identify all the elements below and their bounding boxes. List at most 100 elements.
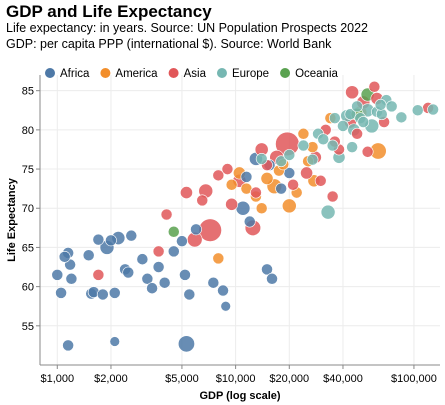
legend-swatch-africa [45, 68, 55, 78]
data-point-asia [300, 166, 313, 180]
data-point-europe [351, 100, 363, 113]
data-point-africa [152, 261, 165, 273]
data-point-asia [212, 169, 225, 182]
data-point-africa [167, 245, 180, 258]
data-point-africa [125, 229, 138, 242]
legend-label-africa: Africa [60, 68, 90, 80]
data-point-africa [240, 171, 253, 183]
data-point-africa [235, 200, 251, 216]
data-point-asia [92, 269, 105, 281]
data-point-africa [108, 287, 121, 299]
data-point-europe [374, 98, 387, 111]
data-point-africa [261, 263, 273, 276]
data-point-africa [177, 335, 195, 353]
data-point-africa [82, 249, 95, 262]
y-tick-label: 55 [22, 321, 34, 333]
data-point-europe [326, 139, 339, 152]
data-point-asia [368, 80, 381, 93]
data-point-europe [297, 139, 310, 152]
data-point-europe [320, 204, 336, 220]
legend-label-europe: Europe [232, 68, 269, 80]
legend-swatch-oceania [280, 68, 291, 78]
data-point-europe [306, 153, 319, 166]
legend-swatch-europe [216, 68, 227, 78]
x-tick-label: $40,000 [323, 373, 363, 385]
data-point-europe [411, 104, 424, 117]
x-tick-label: $20,000 [269, 373, 309, 385]
data-point-africa [55, 287, 67, 299]
data-point-africa [105, 234, 117, 247]
data-point-africa [207, 276, 220, 289]
legend-label-asia: Asia [184, 68, 207, 80]
data-point-africa [243, 215, 256, 228]
data-point-america [297, 127, 310, 140]
data-point-asia [250, 186, 262, 199]
chart-subtitle-line-1: Life expectancy: in years. Source: UN Po… [6, 21, 369, 35]
data-point-asia [196, 194, 209, 207]
data-point-asia [152, 245, 165, 258]
data-point-asia [351, 127, 363, 140]
y-tick-label: 70 [22, 203, 34, 215]
data-point-asia [361, 145, 374, 158]
legend-label-america: America [115, 68, 158, 80]
data-point-europe [275, 155, 287, 168]
data-point-europe [385, 100, 398, 113]
data-point-africa [141, 272, 154, 285]
data-point-asia [345, 85, 359, 100]
data-point-africa [136, 253, 149, 266]
x-tick-label: $100,000 [391, 373, 437, 385]
data-point-asia [221, 163, 234, 175]
legend-label-oceania: Oceania [295, 68, 338, 80]
x-axis-title: GDP (log scale) [199, 390, 280, 402]
data-point-africa [96, 288, 109, 301]
data-point-europe [255, 153, 268, 165]
data-point-africa [179, 269, 191, 281]
data-point-america [260, 172, 274, 185]
data-point-europe [395, 111, 408, 124]
x-tick-label: $5,000 [165, 373, 199, 385]
data-point-europe [427, 103, 439, 116]
y-tick-label: 60 [22, 282, 34, 294]
data-point-africa [92, 233, 105, 246]
chart-title: GDP and Life Expectancy [6, 2, 212, 21]
data-point-europe [328, 112, 341, 124]
data-point-asia [314, 174, 327, 187]
data-point-america [255, 202, 268, 215]
data-point-europe [317, 133, 330, 146]
data-point-asia [287, 178, 299, 191]
data-point-africa [65, 272, 78, 285]
data-point-africa [217, 284, 229, 297]
y-tick-label: 75 [22, 164, 34, 176]
data-point-asia [160, 208, 173, 221]
y-tick-label: 80 [22, 125, 34, 137]
data-point-africa [51, 269, 64, 281]
data-point-america [225, 178, 238, 191]
data-point-africa [109, 336, 120, 347]
y-tick-label: 85 [22, 86, 34, 98]
data-point-america [212, 252, 225, 265]
data-point-africa [158, 276, 171, 289]
data-point-africa [183, 288, 196, 301]
legend-swatch-asia [168, 68, 179, 78]
data-point-europe [337, 120, 349, 132]
data-point-asia [326, 190, 339, 203]
data-point-africa [122, 266, 135, 279]
data-point-europe [346, 141, 358, 153]
data-point-asia [180, 186, 193, 199]
data-point-africa [146, 282, 158, 295]
data-point-africa [190, 223, 202, 236]
data-point-europe [357, 116, 370, 128]
data-point-africa [62, 339, 74, 352]
y-tick-label: 65 [22, 242, 34, 254]
y-axis-title: Life Expectancy [6, 177, 18, 262]
data-point-america [281, 198, 297, 214]
x-tick-label: $1,000 [40, 373, 74, 385]
data-point-africa [275, 182, 287, 195]
data-point-oceania [167, 225, 180, 238]
data-point-africa [266, 272, 278, 285]
legend-swatch-america [100, 68, 111, 78]
x-tick-label: $10,000 [216, 373, 256, 385]
data-point-africa [58, 250, 71, 263]
data-point-europe [283, 149, 296, 161]
